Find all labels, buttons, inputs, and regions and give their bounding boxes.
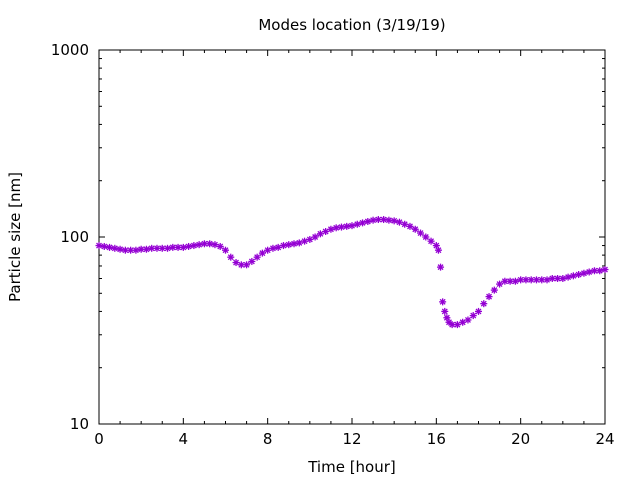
data-point xyxy=(580,269,588,277)
data-point xyxy=(434,246,442,254)
x-axis-label: Time [hour] xyxy=(307,458,396,476)
data-point xyxy=(364,218,372,226)
data-point xyxy=(279,242,287,250)
data-point xyxy=(248,257,256,265)
data-point xyxy=(359,219,367,227)
y-tick-label: 100 xyxy=(60,228,89,246)
data-point xyxy=(575,271,583,279)
data-point xyxy=(441,307,449,315)
plot-border xyxy=(98,49,606,425)
data-point xyxy=(95,242,103,250)
data-point xyxy=(496,280,504,288)
data-point xyxy=(548,274,556,282)
data-point xyxy=(227,253,235,261)
data-point xyxy=(464,316,472,324)
data-point xyxy=(116,245,124,253)
data-point xyxy=(301,237,309,245)
data-point xyxy=(569,272,577,280)
data-point xyxy=(232,259,240,267)
data-point xyxy=(327,225,335,233)
data-point xyxy=(306,235,314,243)
data-point xyxy=(100,242,108,250)
data-point xyxy=(585,268,593,276)
data-point xyxy=(390,217,398,225)
data-point xyxy=(475,307,482,315)
x-tick-label: 20 xyxy=(511,430,530,448)
data-point xyxy=(322,228,330,236)
data-point xyxy=(295,239,303,247)
data-point xyxy=(601,266,609,274)
data-point xyxy=(211,241,219,249)
data-point xyxy=(439,298,447,306)
x-tick-label: 16 xyxy=(427,430,446,448)
data-point xyxy=(427,237,435,245)
data-point xyxy=(132,246,140,254)
data-point xyxy=(485,293,493,301)
data-point xyxy=(369,216,377,224)
chart-title: Modes location (3/19/19) xyxy=(258,16,445,34)
data-point xyxy=(337,223,345,231)
data-point xyxy=(111,244,119,252)
data-point xyxy=(490,286,498,294)
data-point xyxy=(417,229,425,237)
y-axis-label: Particle size [nm] xyxy=(6,172,24,302)
data-point xyxy=(480,300,488,308)
data-point xyxy=(437,263,445,271)
data-point xyxy=(311,233,319,241)
data-point xyxy=(401,220,409,228)
data-point xyxy=(185,242,193,250)
data-point xyxy=(411,225,419,233)
data-point xyxy=(195,241,203,249)
data-point xyxy=(380,216,388,224)
data-point xyxy=(142,245,150,253)
data-point xyxy=(559,274,567,282)
data-point xyxy=(179,243,187,251)
data-point xyxy=(316,230,324,238)
data-point xyxy=(243,261,251,269)
data-point xyxy=(353,220,361,228)
data-point xyxy=(469,312,477,320)
data-point xyxy=(564,273,572,281)
data-point xyxy=(406,222,414,230)
data-point xyxy=(343,222,351,230)
plot-frame xyxy=(98,49,606,425)
data-point xyxy=(348,222,356,230)
x-axis: 0 4 8 12 16 20 24 xyxy=(94,50,615,448)
data-point xyxy=(385,216,393,224)
data-point xyxy=(543,276,551,284)
data-point xyxy=(459,318,467,326)
data-point xyxy=(190,242,198,250)
y-axis: 10 100 1000 xyxy=(51,41,605,433)
data-point xyxy=(422,233,430,241)
y-tick-label: 10 xyxy=(70,415,89,433)
data-point xyxy=(258,249,266,257)
y-tick-label: 1000 xyxy=(51,41,89,59)
data-point xyxy=(274,243,282,251)
data-point xyxy=(453,321,461,329)
data-point xyxy=(285,241,293,249)
data-point xyxy=(269,244,277,252)
data-point xyxy=(206,240,214,248)
data-point xyxy=(596,267,604,275)
data-point xyxy=(264,246,272,254)
data-point xyxy=(106,243,114,251)
data-point xyxy=(511,277,519,285)
data-point xyxy=(374,216,382,224)
data-points xyxy=(95,216,609,329)
data-point xyxy=(332,224,340,232)
x-tick-label: 12 xyxy=(342,430,361,448)
data-point xyxy=(290,240,298,248)
x-tick-label: 24 xyxy=(595,430,614,448)
data-point xyxy=(590,267,598,275)
data-point xyxy=(164,244,172,252)
x-tick-label: 8 xyxy=(263,430,273,448)
x-tick-label: 0 xyxy=(94,430,104,448)
x-tick-label: 4 xyxy=(179,430,189,448)
data-point xyxy=(222,246,229,254)
data-point xyxy=(253,253,261,261)
data-point xyxy=(216,242,224,250)
